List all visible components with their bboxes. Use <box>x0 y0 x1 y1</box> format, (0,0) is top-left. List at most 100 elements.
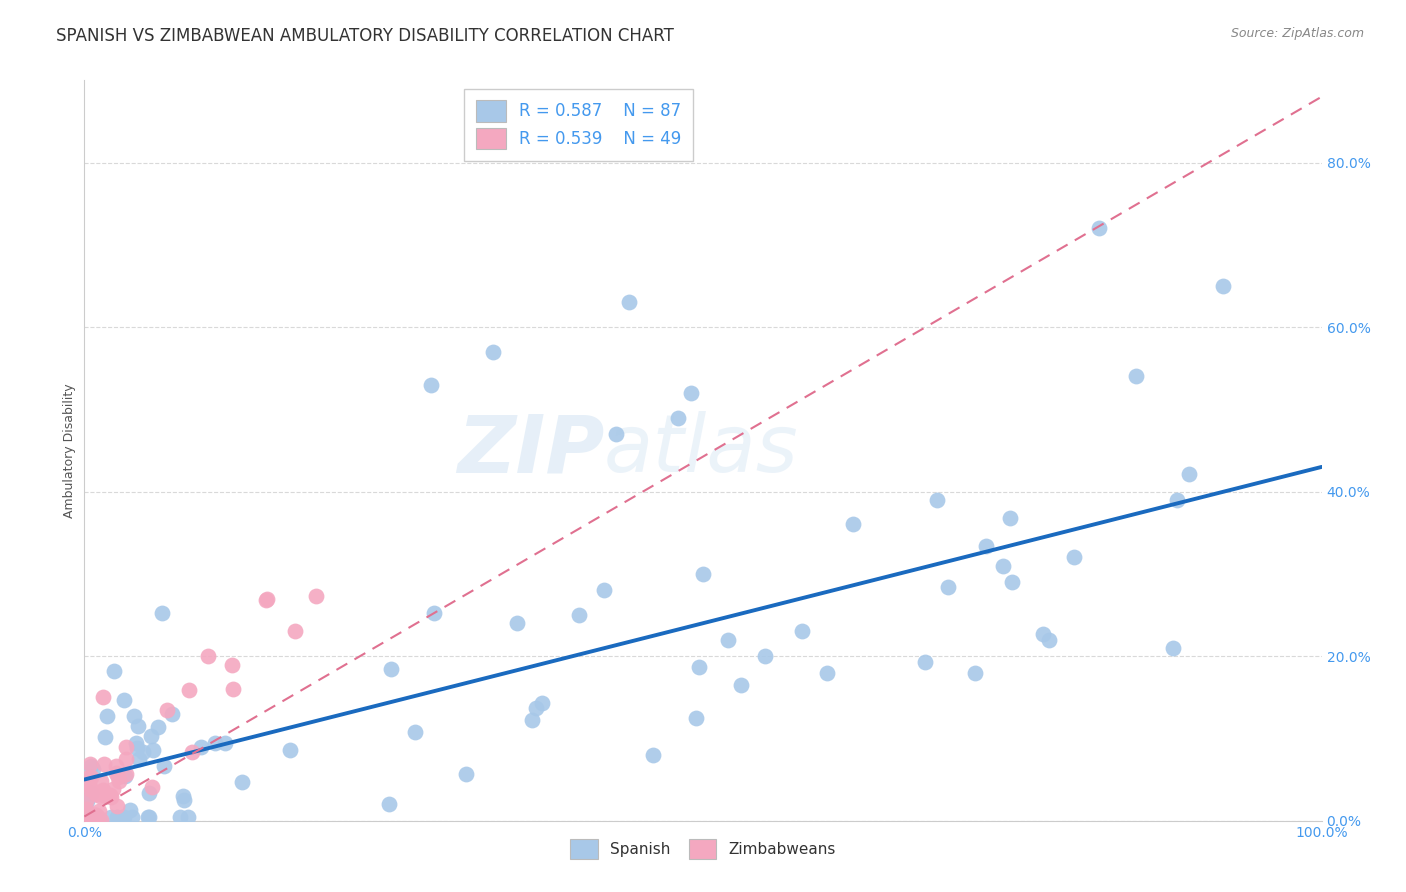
Point <box>80 782 103 797</box>
Point <box>842 517 865 532</box>
Point <box>76 808 98 822</box>
Point <box>90 774 112 789</box>
Point <box>146 720 169 734</box>
Point <box>221 657 243 672</box>
Point <box>100 788 122 802</box>
Point <box>568 607 591 622</box>
Point <box>177 683 200 698</box>
Point <box>107 770 129 784</box>
Point <box>380 662 402 676</box>
Point <box>1161 640 1184 655</box>
Point <box>75 811 97 825</box>
Point <box>754 649 776 664</box>
Point <box>305 589 328 603</box>
Point <box>114 769 136 783</box>
Point <box>141 780 163 794</box>
Point <box>83 813 105 827</box>
Point <box>104 759 127 773</box>
Y-axis label: Ambulatory Disability: Ambulatory Disability <box>63 384 76 517</box>
Point <box>692 566 714 581</box>
Point <box>176 809 198 823</box>
Point <box>108 773 131 788</box>
Point <box>531 696 554 710</box>
Point <box>173 793 195 807</box>
Point <box>76 794 98 808</box>
Point <box>685 711 707 725</box>
Point <box>419 377 441 392</box>
Point <box>284 624 307 638</box>
Point <box>125 736 148 750</box>
Point <box>115 767 138 781</box>
Point <box>256 591 278 606</box>
Point <box>96 709 118 723</box>
Point <box>1212 279 1234 293</box>
Point <box>112 693 135 707</box>
Point <box>138 809 160 823</box>
Point <box>103 664 125 678</box>
Text: atlas: atlas <box>605 411 799 490</box>
Point <box>105 809 128 823</box>
Point <box>77 809 100 823</box>
Point <box>91 782 114 797</box>
Point <box>79 782 101 797</box>
Point <box>160 707 183 722</box>
Point <box>605 427 627 442</box>
Point <box>83 808 105 822</box>
Point <box>790 624 813 639</box>
Point <box>222 681 245 696</box>
Point <box>377 797 399 811</box>
Legend: Spanish, Zimbabweans: Spanish, Zimbabweans <box>564 833 842 865</box>
Point <box>927 493 949 508</box>
Point <box>80 758 103 772</box>
Point <box>666 410 689 425</box>
Point <box>204 736 226 750</box>
Point <box>121 809 143 823</box>
Point <box>1063 550 1085 565</box>
Point <box>101 782 124 797</box>
Point <box>80 813 103 827</box>
Point <box>84 808 107 822</box>
Point <box>172 789 194 804</box>
Text: SPANISH VS ZIMBABWEAN AMBULATORY DISABILITY CORRELATION CHART: SPANISH VS ZIMBABWEAN AMBULATORY DISABIL… <box>56 27 673 45</box>
Point <box>80 786 103 800</box>
Point <box>128 752 150 766</box>
Point <box>641 747 664 762</box>
Point <box>112 809 135 823</box>
Point <box>156 703 179 717</box>
Point <box>169 809 191 823</box>
Point <box>87 804 110 818</box>
Point <box>278 743 301 757</box>
Point <box>197 649 219 664</box>
Point <box>153 758 176 772</box>
Text: ZIP: ZIP <box>457 411 605 490</box>
Point <box>114 740 136 755</box>
Point <box>91 690 114 705</box>
Point <box>120 803 142 817</box>
Point <box>1032 627 1054 641</box>
Point <box>138 809 160 823</box>
Point <box>94 730 117 744</box>
Point <box>190 739 212 754</box>
Point <box>1038 632 1060 647</box>
Point <box>254 592 277 607</box>
Point <box>86 809 108 823</box>
Point <box>84 809 107 823</box>
Point <box>914 655 936 669</box>
Point <box>506 616 529 631</box>
Point <box>998 510 1021 524</box>
Point <box>100 809 122 823</box>
Point <box>142 743 165 757</box>
Point <box>127 718 149 732</box>
Point <box>481 344 503 359</box>
Point <box>93 757 115 772</box>
Point <box>90 813 112 827</box>
Point <box>524 700 547 714</box>
Point <box>100 789 122 804</box>
Point <box>180 745 202 759</box>
Point <box>717 632 740 647</box>
Point <box>124 709 146 723</box>
Point <box>89 789 111 803</box>
Point <box>105 766 128 780</box>
Point <box>82 762 104 776</box>
Point <box>679 385 702 400</box>
